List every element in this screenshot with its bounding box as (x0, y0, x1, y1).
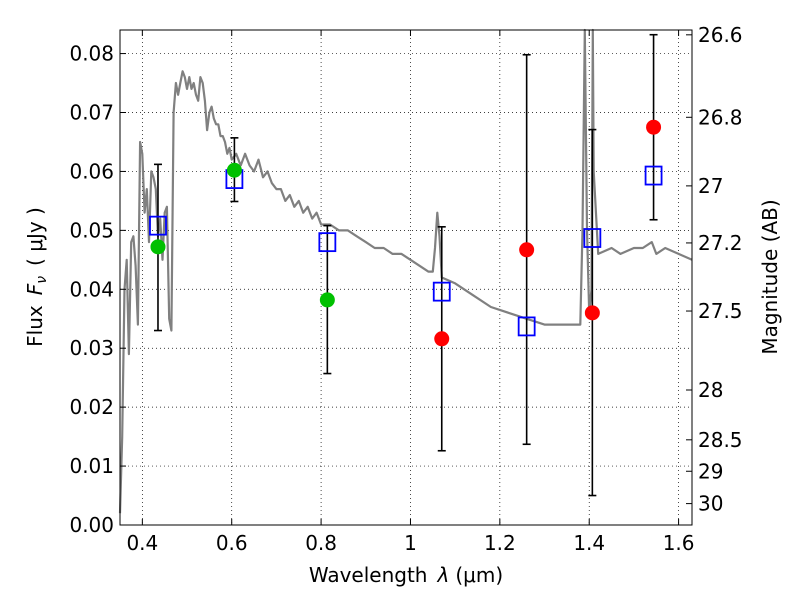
red-point (434, 331, 450, 347)
y2-tick-label: 26.6 (698, 23, 743, 47)
y2-tick-label: 27.2 (698, 231, 743, 255)
y2-tick-label: 29 (698, 459, 723, 483)
y-axis-label-symbol: F (23, 283, 47, 295)
x-axis-label-symbol: λ (437, 563, 450, 587)
model-sed-line (118, 28, 693, 514)
green-point (226, 162, 242, 178)
square-marker (318, 232, 337, 253)
square-marker (644, 165, 663, 186)
y-tick-label: 0.07 (69, 101, 114, 125)
y2-tick-label: 26.8 (698, 105, 743, 129)
square-marker (149, 215, 167, 236)
green-point (319, 292, 335, 308)
y-axis-label-text: Flux (23, 305, 47, 347)
red-point (519, 242, 535, 258)
y-tick-label: 0.04 (69, 277, 114, 301)
square-marker (432, 281, 451, 302)
red-point (584, 305, 600, 321)
x-axis-label-unit: (μm) (455, 563, 503, 587)
y2-tick-label: 28 (698, 378, 723, 402)
y-tick-label: 0.05 (69, 218, 114, 242)
x-tick-label: 1.4 (573, 531, 605, 555)
x-tick-label: 0.4 (126, 531, 158, 555)
square-marker-series (149, 165, 663, 337)
x-axis-label: Wavelength λ (μm) (309, 563, 503, 587)
x-axis-label-text: Wavelength (309, 563, 428, 587)
axis-ticks: 0.4 0.6 0.8 1 1.2 1.4 1.6 0.00 0.01 0.02 0.03 0.04 0… (69, 23, 742, 555)
plot-frame (119, 29, 693, 526)
x-tick-label: 0.8 (305, 531, 337, 555)
square-marker (583, 228, 602, 248)
green-point (150, 239, 166, 255)
y2-tick-label: 27.5 (698, 299, 743, 323)
y2-tick-label: 28.5 (698, 428, 743, 452)
y-tick-label: 0.02 (69, 395, 114, 419)
y-axis-label-unit: ( μJy ) (23, 207, 47, 266)
circle-marker-series (150, 119, 662, 347)
y-tick-label: 0.06 (69, 159, 114, 183)
square-marker (517, 316, 536, 337)
x-tick-label: 1.6 (663, 531, 695, 555)
y2-tick-label: 30 (698, 492, 723, 516)
x-tick-label: 0.6 (216, 531, 248, 555)
y-tick-label: 0.01 (69, 454, 114, 478)
x-tick-label: 1 (404, 531, 417, 555)
y-axis-label: Flux Fν ( μJy ) (23, 207, 50, 347)
y-tick-label: 0.03 (69, 336, 114, 360)
red-point (646, 119, 662, 135)
y2-axis-label: Magnitude (AB) (758, 199, 782, 354)
model-sed-series (118, 28, 693, 514)
y-axis-label-subscript: ν (34, 276, 50, 284)
y-tick-label: 0.08 (69, 42, 114, 66)
x-tick-label: 1.2 (484, 531, 516, 555)
y-tick-label: 0.00 (69, 513, 114, 537)
y2-tick-label: 27 (698, 174, 723, 198)
